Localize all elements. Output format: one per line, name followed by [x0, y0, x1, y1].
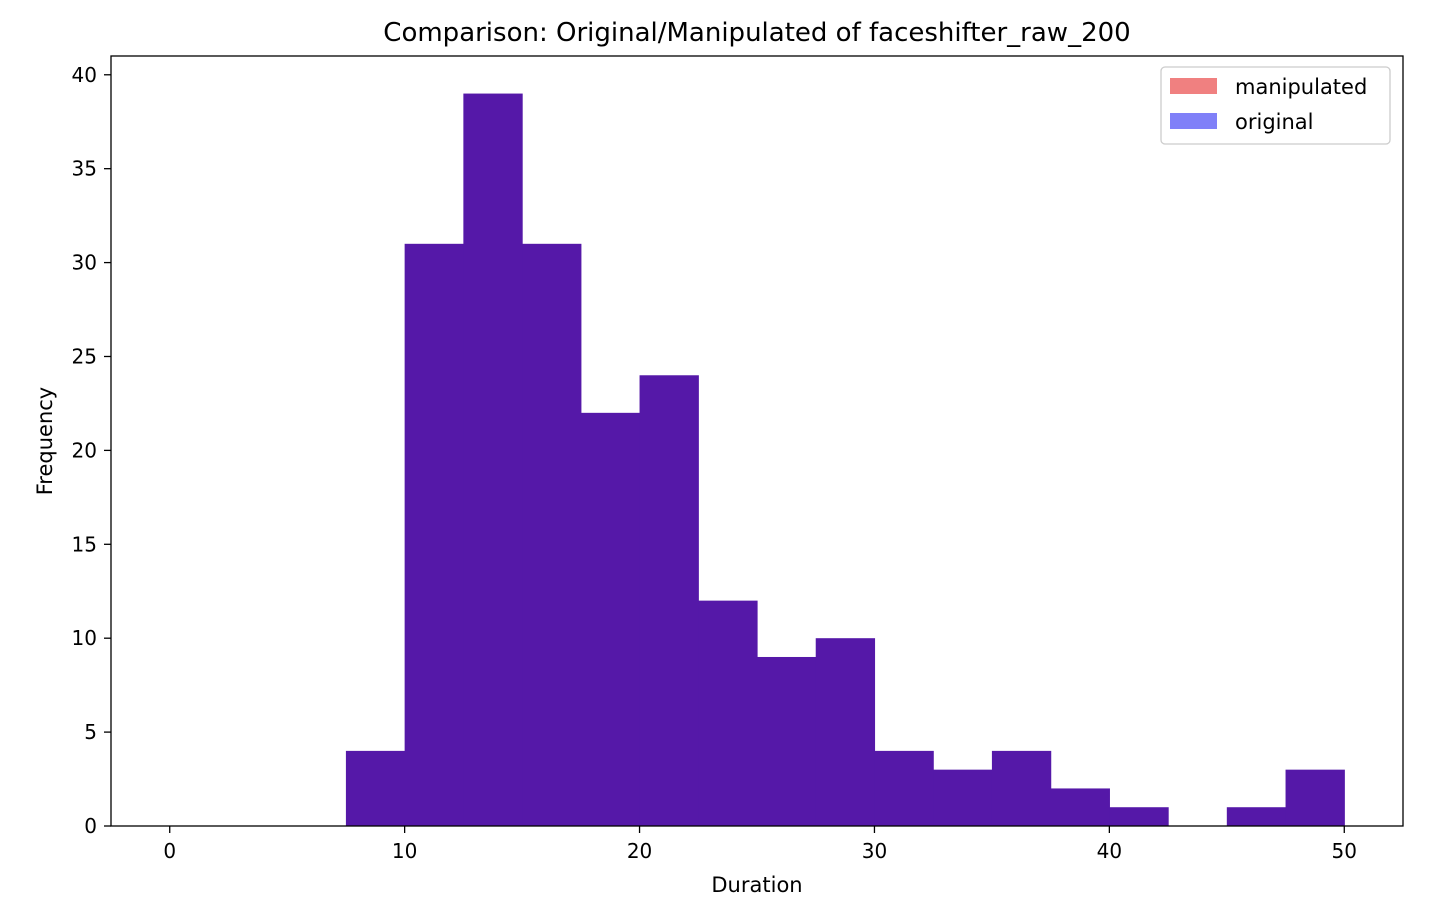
y-axis: 0 5 10 15 20 25 30 35 40 — [72, 63, 111, 838]
x-tick-label: 50 — [1332, 839, 1357, 863]
legend: manipulated original — [1160, 66, 1391, 145]
legend-swatch-original — [1170, 113, 1217, 129]
x-tick-label: 10 — [392, 839, 417, 863]
y-axis-label: Frequency — [33, 387, 57, 496]
histogram-bar — [698, 600, 758, 826]
x-tick-label: 20 — [627, 839, 652, 863]
histogram-bar — [1109, 807, 1169, 826]
x-tick-label: 40 — [1097, 839, 1122, 863]
histogram-bar — [933, 769, 993, 826]
y-tick-label: 5 — [84, 720, 97, 744]
legend-box — [1160, 66, 1391, 145]
histogram-bar — [1226, 807, 1287, 826]
legend-label-original: original — [1235, 110, 1314, 134]
histogram-bar — [580, 412, 641, 826]
x-tick-label: 30 — [862, 839, 887, 863]
histogram-bar — [522, 243, 582, 826]
histogram-bar — [345, 750, 406, 826]
y-tick-label: 0 — [84, 814, 97, 838]
histogram-bar — [757, 656, 817, 826]
y-tick-label: 25 — [72, 344, 97, 368]
y-tick-label: 20 — [72, 438, 97, 462]
histogram-bar — [1285, 769, 1345, 826]
x-tick-label: 0 — [163, 839, 176, 863]
histogram-bar — [991, 750, 1052, 826]
x-axis: 0 10 20 30 40 50 — [163, 826, 1357, 863]
histogram-bar — [404, 243, 464, 826]
chart-title: Comparison: Original/Manipulated of face… — [383, 18, 1130, 48]
x-axis-label: Duration — [711, 873, 802, 897]
histogram-bar — [463, 93, 523, 826]
y-tick-label: 10 — [72, 626, 97, 650]
histogram-bar — [1050, 788, 1110, 826]
histogram-bar — [815, 638, 876, 826]
legend-swatch-manipulated — [1170, 78, 1217, 94]
histogram-bar — [639, 375, 699, 826]
histogram-bar — [874, 750, 934, 826]
bars-group — [345, 93, 1345, 826]
y-tick-label: 15 — [72, 532, 97, 556]
plot-frame — [110, 55, 1404, 827]
legend-label-manipulated: manipulated — [1235, 75, 1367, 99]
y-tick-label: 35 — [72, 157, 97, 181]
y-tick-label: 40 — [72, 63, 97, 87]
y-tick-label: 30 — [72, 251, 97, 275]
